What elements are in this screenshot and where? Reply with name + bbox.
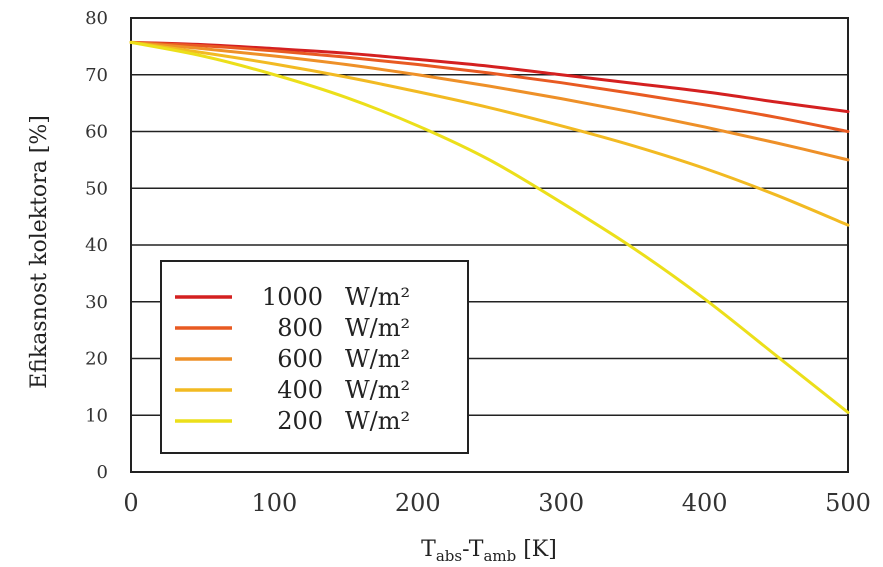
x-tick-label: 500 (825, 489, 871, 517)
series-line-600 (129, 40, 850, 162)
y-tick-label: 80 (85, 8, 108, 29)
legend-unit: W/m² (345, 376, 410, 404)
y-tick-label: 70 (85, 65, 108, 86)
legend-unit: W/m² (345, 407, 410, 435)
y-tick-label: 0 (97, 462, 108, 483)
legend-unit: W/m² (345, 345, 410, 373)
y-tick-label: 50 (85, 178, 108, 199)
y-axis-label: Efikasnost kolektora [%] (27, 115, 52, 389)
x-axis-label: Tabs-Tamb [K] (421, 537, 557, 565)
y-tick-label: 20 (85, 349, 108, 370)
x-tick-label: 400 (682, 489, 728, 517)
y-tick-label: 60 (85, 122, 108, 143)
x-tick-label: 0 (123, 489, 138, 517)
series-line-400 (129, 40, 850, 227)
series-line-800 (129, 40, 850, 133)
series-line-200 (129, 40, 850, 414)
x-tick-label: 200 (395, 489, 441, 517)
legend: 1000 W/m² 800 W/m² 600 W/m² 400 W/m² 200 W/m² (160, 260, 469, 454)
legend-label: 400 (277, 376, 323, 404)
legend-unit: W/m² (345, 283, 410, 311)
legend-label: 800 (277, 314, 323, 342)
series-line-1000 (129, 40, 850, 114)
legend-unit: W/m² (345, 314, 410, 342)
y-tick-label: 30 (85, 292, 108, 313)
legend-label: 600 (277, 345, 323, 373)
y-tick-label: 40 (85, 235, 108, 256)
y-tick-label: 10 (85, 405, 108, 426)
x-tick-label: 300 (538, 489, 584, 517)
legend-label: 1000 (262, 283, 323, 311)
x-tick-label: 100 (251, 489, 297, 517)
legend-label: 200 (277, 407, 323, 435)
